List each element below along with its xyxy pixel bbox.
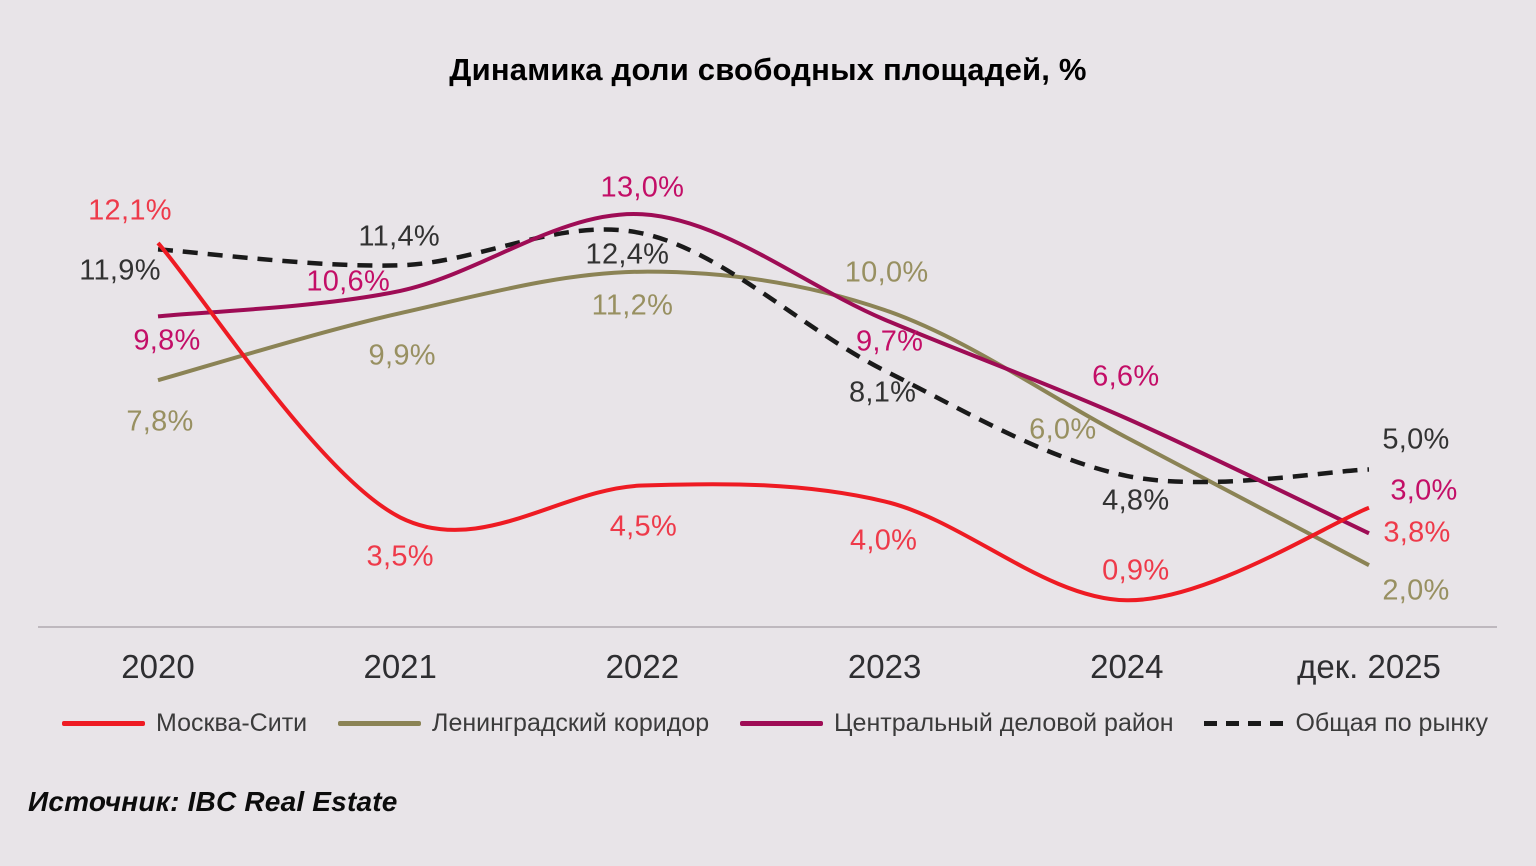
data-label-moscow-city-1: 3,5% [366,540,434,573]
legend-label-central-business-district: Центральный деловой район [834,708,1174,737]
data-label-central-business-district-3: 9,7% [855,325,924,358]
legend-label-market-overall: Общая по рынку [1295,708,1488,737]
series-line-market-overall [157,227,1370,485]
data-label-central-business-district-1: 10,6% [306,265,391,298]
x-tick-0: 2020 [121,648,195,685]
data-label-central-business-district-0: 9,8% [133,324,201,357]
legend-item-market-overall: Общая по рынку [1204,709,1488,738]
legend-swatch-leningrad-corridor [338,720,422,726]
series-line-central-business-district [157,212,1370,536]
data-label-leningrad-corridor-0: 7,8% [126,405,194,438]
data-label-market-overall-1: 11,4% [358,220,440,253]
source-note: Источник: IBC Real Estate [28,786,398,817]
chart-title: Динамика доли свободных площадей, % [449,52,1087,87]
data-label-moscow-city-5: 3,8% [1383,516,1451,549]
data-label-central-business-district-5: 3,0% [1390,474,1458,507]
legend: Москва-Сити Ленинградский коридор Централь… [62,707,1488,739]
data-label-market-overall-4: 4,8% [1102,484,1170,517]
x-tick-1: 2021 [363,648,437,685]
data-label-central-business-district-2: 13,0% [600,171,685,204]
data-label-market-overall-2: 12,4% [585,238,670,271]
data-label-moscow-city-2: 4,5% [609,510,678,543]
series-line-moscow-city [156,241,1370,603]
data-label-market-overall-0: 11,9% [79,254,161,287]
data-label-leningrad-corridor-3: 10,0% [844,256,929,289]
series-lines [156,212,1370,603]
x-tick-3: 2023 [847,648,922,685]
legend-item-central-business-district: Центральный деловой район [740,709,1174,738]
data-label-leningrad-corridor-5: 2,0% [1382,574,1450,607]
data-label-leningrad-corridor-1: 9,9% [368,339,436,372]
x-tick-5: дек. 2025 [1297,648,1441,685]
data-label-moscow-city-4: 0,9% [1102,554,1170,587]
data-label-central-business-district-4: 6,6% [1092,360,1160,393]
data-label-leningrad-corridor-2: 11,2% [591,289,674,322]
legend-label-moscow-city: Москва-Сити [156,708,308,737]
x-tick-2: 2022 [605,648,680,685]
data-label-market-overall-3: 8,1% [848,376,917,409]
legend-item-leningrad-corridor: Ленинградский коридор [338,709,709,738]
data-label-leningrad-corridor-4: 6,0% [1029,413,1097,446]
data-label-moscow-city-0: 12,1% [88,194,172,227]
legend-item-moscow-city: Москва-Сити [62,709,307,738]
legend-swatch-central-business-district [740,720,824,726]
x-tick-4: 2024 [1090,648,1164,685]
legend-label-leningrad-corridor: Ленинградский коридор [432,708,710,737]
legend-swatch-moscow-city [62,720,145,726]
data-label-market-overall-5: 5,0% [1382,423,1450,455]
data-label-moscow-city-3: 4,0% [849,524,918,557]
series-line-leningrad-corridor [157,269,1370,567]
legend-swatch-market-overall [1204,720,1285,726]
